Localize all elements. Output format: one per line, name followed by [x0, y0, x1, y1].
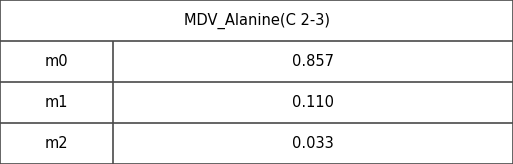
Text: m1: m1	[45, 95, 68, 110]
Text: 0.033: 0.033	[292, 136, 334, 151]
Text: m2: m2	[45, 136, 68, 151]
Text: MDV_Alanine(C 2-3): MDV_Alanine(C 2-3)	[184, 12, 329, 29]
Text: 0.857: 0.857	[292, 54, 334, 69]
Text: m0: m0	[45, 54, 68, 69]
Text: 0.110: 0.110	[292, 95, 334, 110]
